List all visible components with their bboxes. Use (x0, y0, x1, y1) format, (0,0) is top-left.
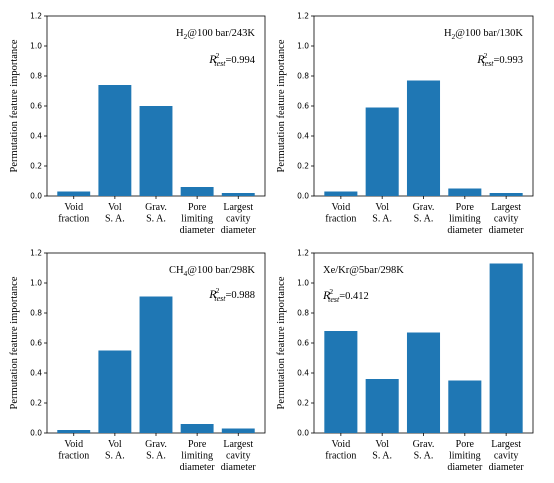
condition-label: Xe/Kr@5bar/298K (323, 265, 404, 276)
y-axis-label: Permutation feature importance (9, 39, 20, 172)
y-tick-label: 0.6 (297, 339, 309, 348)
bar-5 (221, 193, 255, 196)
condition-label: CH4@100 bar/298K (169, 265, 255, 278)
bar-3 (139, 106, 173, 196)
y-tick-label: 0.4 (30, 369, 42, 378)
x-tick-label: Largest cavity diameter (221, 439, 257, 473)
x-tick-label: Vol S. A. (372, 439, 392, 462)
x-tick-label: Pore limiting diameter (447, 439, 483, 473)
bar-3 (139, 296, 173, 433)
y-tick-label: 1.2 (30, 249, 42, 258)
x-tick-label: Vol S. A. (105, 439, 125, 462)
y-tick-label: 0.0 (30, 192, 42, 201)
chart-panel-top-left: 0.0 0.2 0.4 0.6 0.8 1.0 1.2 Permutation feature… (9, 12, 266, 236)
x-tick-label: Largest cavity diameter (489, 439, 525, 473)
x-tick-label: Pore limiting diameter (180, 202, 216, 236)
bar-1 (57, 191, 91, 196)
y-tick-label: 0.2 (297, 399, 309, 408)
bar-1 (57, 430, 91, 433)
y-tick-label: 0.8 (297, 72, 309, 81)
x-tick-label: Vol S. A. (105, 202, 125, 225)
y-tick-label: 1.0 (297, 279, 309, 288)
y-tick-label: 1.2 (297, 249, 309, 258)
condition-label: H2@100 bar/130K (444, 28, 523, 41)
y-tick-label: 1.0 (30, 279, 42, 288)
bar-2 (98, 350, 132, 433)
x-tick-label: Pore limiting diameter (447, 202, 483, 236)
bar-1 (324, 191, 358, 196)
bar-4 (448, 188, 482, 196)
x-tick-label: Grav. S. A. (413, 439, 435, 462)
y-tick-label: 0.2 (297, 162, 309, 171)
y-tick-label: 0.6 (297, 102, 309, 111)
x-tick-label: Void fraction (325, 439, 356, 462)
y-tick-label: 0.4 (297, 369, 309, 378)
y-tick-label: 0.2 (30, 399, 42, 408)
y-tick-label: 0.8 (30, 72, 42, 81)
x-tick-label: Void fraction (325, 202, 356, 225)
bar-5 (489, 263, 523, 433)
y-tick-label: 0.0 (297, 192, 309, 201)
bar-2 (98, 85, 132, 196)
y-tick-label: 0.8 (30, 309, 42, 318)
y-tick-label: 1.2 (297, 12, 309, 21)
x-tick-label: Grav. S. A. (413, 202, 435, 225)
bar-4 (448, 380, 482, 433)
y-tick-label: 0.2 (30, 162, 42, 171)
y-tick-label: 0.6 (30, 339, 42, 348)
chart-panel-bottom-right: 0.0 0.2 0.4 0.6 0.8 1.0 1.2 Permutation feature… (276, 249, 534, 473)
x-tick-label: Largest cavity diameter (489, 202, 525, 236)
x-tick-label: Grav. S. A. (145, 202, 167, 225)
bar-4 (180, 187, 214, 196)
chart-panel-bottom-left: 0.0 0.2 0.4 0.6 0.8 1.0 1.2 Permutation feature… (9, 249, 266, 473)
condition-label: H2@100 bar/243K (176, 28, 255, 41)
y-tick-label: 0.0 (297, 429, 309, 438)
x-tick-label: Largest cavity diameter (221, 202, 257, 236)
x-tick-label: Void fraction (58, 439, 89, 462)
bar-5 (221, 428, 255, 433)
r2-label: R2 test=0.988 (208, 286, 255, 303)
r2-label: R2 test=0.993 (476, 51, 523, 68)
y-tick-label: 1.0 (30, 42, 42, 51)
y-axis-label: Permutation feature importance (276, 276, 287, 409)
x-tick-label: Pore limiting diameter (180, 439, 216, 473)
y-tick-label: 0.0 (30, 429, 42, 438)
x-tick-label: Grav. S. A. (145, 439, 167, 462)
bar-3 (406, 80, 441, 196)
bar-2 (365, 379, 399, 433)
y-axis-label: Permutation feature importance (9, 276, 20, 409)
y-tick-label: 0.4 (30, 132, 42, 141)
y-tick-label: 1.0 (297, 42, 309, 51)
y-tick-label: 0.8 (297, 309, 309, 318)
r2-label: R2 test=0.412 (322, 287, 369, 304)
x-tick-label: Vol S. A. (372, 202, 392, 225)
bar-5 (489, 193, 523, 196)
y-axis-label: Permutation feature importance (276, 39, 287, 172)
x-tick-label: Void fraction (58, 202, 89, 225)
y-tick-label: 1.2 (30, 12, 42, 21)
r2-label: R2 test=0.994 (208, 51, 255, 68)
bar-2 (365, 107, 399, 196)
bar-1 (324, 331, 358, 433)
chart-panel-top-right: 0.0 0.2 0.4 0.6 0.8 1.0 1.2 Permutation feature… (276, 12, 534, 236)
y-tick-label: 0.6 (30, 102, 42, 111)
bar-3 (406, 332, 441, 433)
bar-4 (180, 424, 214, 433)
y-tick-label: 0.4 (297, 132, 309, 141)
